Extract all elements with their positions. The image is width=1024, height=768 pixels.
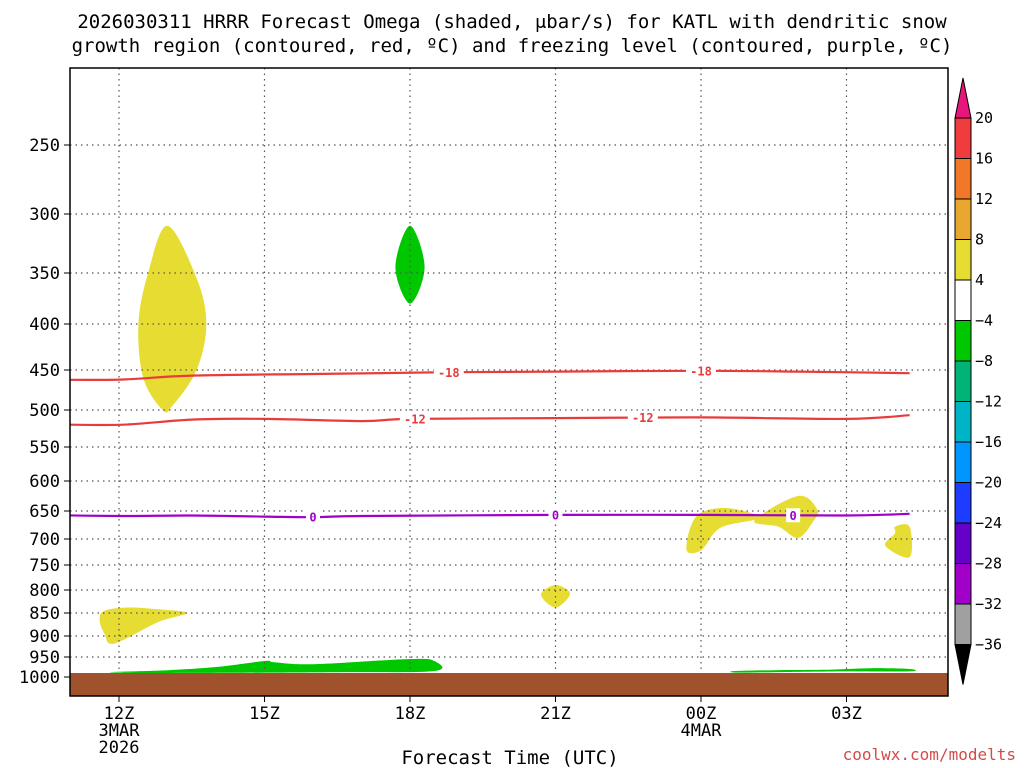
ytick-label-700: 700 bbox=[29, 530, 60, 550]
colorbar-extend-bottom bbox=[954, 644, 972, 685]
plot-background bbox=[70, 68, 948, 696]
colorbar-bin--20-to--16 bbox=[954, 441, 972, 483]
contour-label-freezing-level-2: 0 bbox=[790, 509, 797, 523]
omega-region-sinking-motion-near-surface-left bbox=[109, 658, 443, 673]
ytick-label-750: 750 bbox=[29, 556, 60, 576]
xtick-label-12-0: 00Z bbox=[686, 704, 717, 724]
xtick-label-12-1: 4MAR bbox=[681, 721, 723, 741]
colorbar-bin--8-to--4 bbox=[954, 320, 972, 362]
colorbar-bin--24-to--20 bbox=[954, 482, 972, 524]
x-axis-title: Forecast Time (UTC) bbox=[401, 747, 618, 768]
chart-title-line1: 2026030311 HRRR Forecast Omega (shaded, … bbox=[77, 11, 947, 33]
contour-label-bg-dgz-minus18-1 bbox=[686, 363, 716, 378]
colorbar-bin-4-to-8 bbox=[954, 239, 972, 281]
omega-region-sinking-motion-upper-middle bbox=[395, 225, 425, 304]
contour-label-dgz-minus12-0: -12 bbox=[404, 412, 426, 426]
colorbar-label-0: 20 bbox=[975, 109, 993, 127]
ytick-label-300: 300 bbox=[29, 205, 60, 225]
colorbar-bin--4-to-4 bbox=[954, 279, 972, 321]
colorbar-label-13: −36 bbox=[975, 636, 1002, 654]
colorbar-bin-16-to-20 bbox=[954, 117, 972, 159]
colorbar-bin-12-to-16 bbox=[954, 158, 972, 200]
surface-ground bbox=[70, 673, 948, 696]
contour-label-bg-dgz-minus12-1 bbox=[627, 410, 658, 425]
contour-label-bg-dgz-minus12-0 bbox=[399, 411, 430, 426]
contour-label-dgz-minus18-1: -18 bbox=[690, 364, 712, 378]
ytick-label-650: 650 bbox=[29, 502, 60, 522]
omega-region-rising-motion-evening-a bbox=[686, 507, 760, 554]
xtick-label-15-0: 03Z bbox=[831, 704, 862, 724]
contour-freezing-level bbox=[70, 512, 910, 519]
xtick-label-0-1: 3MAR bbox=[99, 721, 141, 741]
colorbar-label-9: −20 bbox=[975, 474, 1002, 492]
omega-region-rising-motion-low-left bbox=[99, 607, 187, 644]
colorbar-label-5: −4 bbox=[975, 312, 993, 330]
colorbar-label-8: −16 bbox=[975, 433, 1002, 451]
chart-title-line2: growth region (contoured, red, ºC) and f… bbox=[72, 35, 953, 57]
ground-below-surface bbox=[70, 673, 948, 696]
xtick-label-3-0: 15Z bbox=[249, 704, 280, 724]
ytick-label-550: 550 bbox=[29, 438, 60, 458]
credit-text: coolwx.com/modelts bbox=[843, 745, 1016, 764]
xtick-label-0-2: 2026 bbox=[99, 738, 140, 758]
ytick-label-450: 450 bbox=[29, 361, 60, 381]
contour-label-freezing-level-1: 0 bbox=[552, 508, 559, 522]
omega-region-rising-motion-right-edge bbox=[884, 524, 913, 558]
contour-label-dgz-minus18-0: -18 bbox=[438, 366, 460, 380]
colorbar-bin--36-to--32 bbox=[954, 603, 972, 645]
colorbar-label-4: 4 bbox=[975, 271, 984, 289]
omega-region-rising-motion-upper-left bbox=[138, 225, 207, 413]
omega-colorbar: 20 16 12 8 4 −4 −8 −12 −16 −20 −24 −28 −32 −36 bbox=[954, 77, 1002, 685]
colorbar-label-7: −12 bbox=[975, 393, 1002, 411]
colorbar-label-11: −28 bbox=[975, 555, 1002, 573]
colorbar-label-6: −8 bbox=[975, 352, 993, 370]
colorbar-bin--12-to--8 bbox=[954, 360, 972, 402]
contour-label-freezing-level-0: 0 bbox=[309, 511, 316, 525]
ytick-label-1000: 1000 bbox=[19, 668, 60, 688]
omega-region-rising-motion-evening-b bbox=[754, 495, 819, 538]
colorbar-bin--32-to--28 bbox=[954, 563, 972, 605]
ytick-label-900: 900 bbox=[29, 627, 60, 647]
ytick-label-600: 600 bbox=[29, 472, 60, 492]
colorbar-extend-top bbox=[954, 77, 972, 119]
colorbar-label-10: −24 bbox=[975, 514, 1002, 532]
xtick-label-9-0: 21Z bbox=[540, 704, 571, 724]
ytick-label-850: 850 bbox=[29, 604, 60, 624]
colorbar-label-2: 12 bbox=[975, 190, 993, 208]
colorbar-label-12: −32 bbox=[975, 595, 1002, 613]
ytick-label-800: 800 bbox=[29, 581, 60, 601]
ytick-label-250: 250 bbox=[29, 136, 60, 156]
omega-shading-layer bbox=[99, 225, 917, 673]
ytick-label-950: 950 bbox=[29, 648, 60, 668]
temperature-contours: -18 -18 -12 -12 0 0 0 bbox=[70, 363, 910, 525]
colorbar-bin-8-to-12 bbox=[954, 198, 972, 240]
ytick-label-400: 400 bbox=[29, 315, 60, 335]
contour-label-bg-freezing-level-1 bbox=[548, 507, 563, 522]
colorbar-label-3: 8 bbox=[975, 231, 984, 249]
colorbar-label-1: 16 bbox=[975, 150, 993, 168]
contour-label-dgz-minus12-1: -12 bbox=[632, 411, 654, 425]
pressure-axis: 250 300 350 400 450 500 550 600 650 700 750 800 850 9… bbox=[19, 136, 70, 688]
contour-label-bg-freezing-level-2 bbox=[786, 508, 801, 523]
xtick-label-0-0: 12Z bbox=[104, 704, 135, 724]
contour-label-bg-freezing-level-0 bbox=[306, 510, 320, 525]
omega-region-sinking-motion-near-surface-right bbox=[730, 668, 917, 673]
ytick-label-500: 500 bbox=[29, 401, 60, 421]
colorbar-bin--28-to--24 bbox=[954, 522, 972, 564]
grid-lines bbox=[70, 68, 948, 696]
ytick-label-350: 350 bbox=[29, 264, 60, 284]
colorbar-bin--16-to--12 bbox=[954, 401, 972, 443]
xtick-label-6-0: 18Z bbox=[395, 704, 426, 724]
plot-frame bbox=[69, 67, 949, 697]
contour-label-bg-dgz-minus18-0 bbox=[433, 365, 464, 380]
